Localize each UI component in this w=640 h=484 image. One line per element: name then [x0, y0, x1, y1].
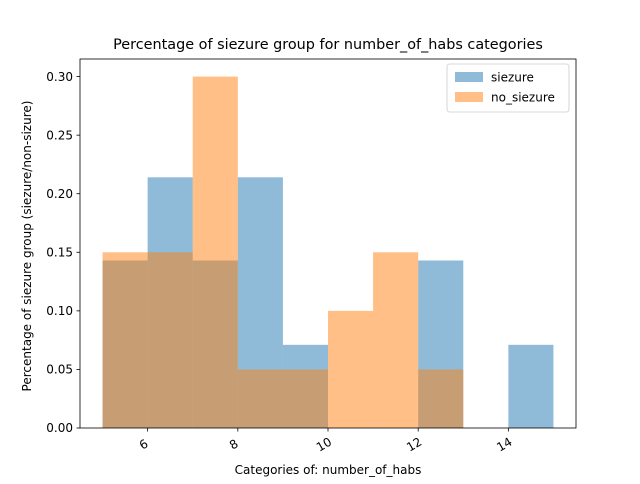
bar-no-siezure-5 [328, 310, 374, 428]
bar-no-siezure-7 [418, 369, 464, 428]
legend-label-siezure: siezure [491, 71, 534, 85]
bar-no-siezure-2 [192, 76, 238, 429]
legend-swatch-siezure [455, 72, 483, 82]
axes-layer: 6 8 10 12 140.000.050.100.150.200.250.30 [46, 58, 577, 455]
legend: siezure no_siezure [446, 63, 570, 113]
bar-siezure-9 [508, 344, 554, 428]
bar-no-siezure-1 [147, 252, 193, 428]
y-tick-label: 0.10 [46, 304, 73, 318]
bar-no-siezure-3 [237, 369, 283, 428]
y-tick-label: 0.15 [46, 245, 73, 259]
bar-no-siezure-4 [282, 369, 328, 428]
y-tick-label: 0.30 [46, 70, 73, 84]
y-axis-label: Percentage of siezure group (siezure/non… [20, 101, 34, 392]
x-tick-label: 14 [494, 435, 514, 455]
x-tick-label: 12 [404, 435, 424, 455]
x-tick-label: 10 [314, 435, 334, 455]
x-axis-label: Categories of: number_of_habs [235, 463, 422, 477]
legend-label-no-siezure: no_siezure [491, 91, 555, 105]
bar-no-siezure-0 [102, 252, 148, 428]
y-tick-label: 0.25 [46, 128, 73, 142]
y-tick-label: 0.05 [46, 363, 73, 377]
legend-swatch-no-siezure [455, 92, 483, 102]
chart-title: Percentage of siezure group for number_o… [113, 37, 543, 53]
y-tick-label: 0.00 [46, 421, 73, 435]
bars-layer [102, 76, 554, 429]
y-tick-label: 0.20 [46, 187, 73, 201]
bar-no-siezure-6 [373, 252, 419, 428]
